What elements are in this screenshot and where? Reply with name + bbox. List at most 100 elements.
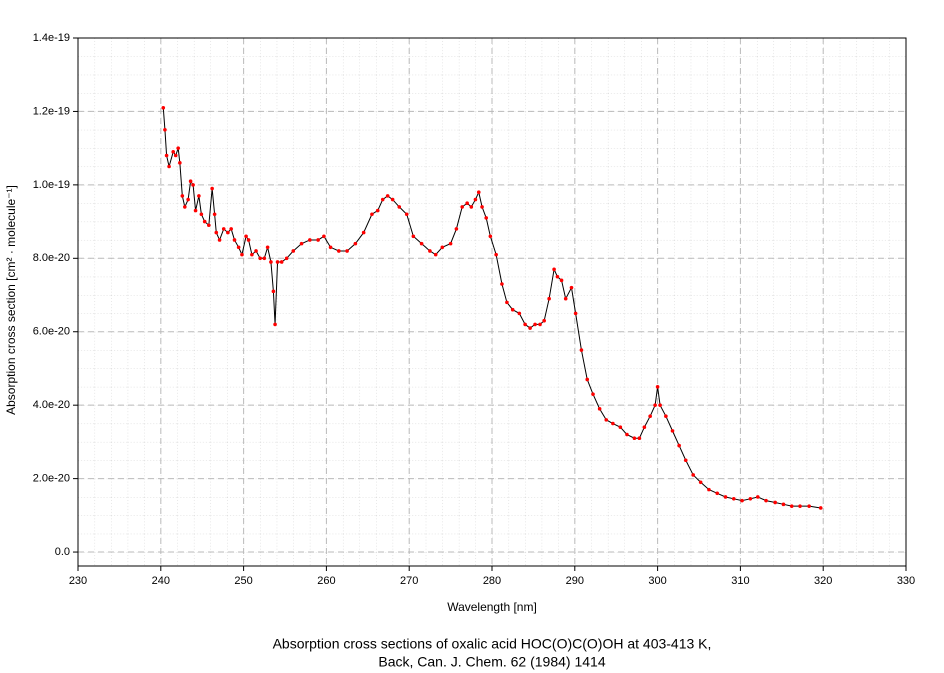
data-point [510, 307, 515, 312]
data-point [542, 318, 546, 323]
x-tick-label: 290 [566, 575, 584, 587]
data-point [229, 227, 233, 231]
data-point [723, 495, 728, 499]
data-point [284, 256, 289, 261]
data-point [632, 436, 637, 441]
data-point [316, 238, 320, 242]
data-point [465, 201, 469, 206]
data-point [385, 194, 390, 198]
data-point [163, 127, 167, 132]
chart-subtitle: Back, Can. J. Chem. 62 (1984) 1414 [378, 654, 605, 670]
data-point [789, 504, 794, 508]
data-point [404, 212, 409, 217]
x-tick-label: 310 [731, 575, 749, 587]
data-point [188, 179, 193, 183]
x-tick-label: 320 [814, 575, 832, 587]
data-point [197, 194, 201, 198]
y-axis-label: Absorption cross section [cm² · molecule… [4, 185, 18, 415]
data-point [573, 311, 578, 316]
data-point [167, 164, 171, 169]
data-point [164, 153, 169, 158]
data-point [604, 418, 609, 422]
data-point [221, 227, 226, 231]
data-point [473, 197, 478, 202]
data-point [212, 212, 217, 217]
data-point [380, 197, 385, 202]
data-point [469, 205, 474, 209]
data-point [658, 403, 662, 407]
data-point [226, 230, 230, 235]
data-point [715, 491, 720, 496]
x-tick-label: 240 [152, 575, 170, 587]
x-tick-label: 230 [69, 575, 87, 587]
data-point [433, 252, 438, 257]
data-point [161, 105, 166, 110]
x-axis-label: Wavelength [nm] [447, 600, 537, 614]
data-point [353, 241, 358, 246]
data-point [517, 311, 522, 316]
data-point [653, 403, 657, 407]
y-tick-label: 1.4e-19 [33, 32, 70, 44]
data-point [191, 183, 195, 187]
data-point [448, 241, 453, 246]
data-point [637, 436, 642, 441]
data-point [748, 497, 753, 501]
data-point [698, 480, 703, 485]
data-point [454, 227, 459, 231]
data-point [337, 249, 341, 253]
data-point [308, 238, 312, 242]
data-point [563, 296, 568, 301]
data-point [552, 267, 556, 272]
data-point [555, 274, 560, 279]
data-point [484, 216, 489, 220]
data-point [648, 414, 652, 418]
data-point [236, 245, 241, 250]
data-point [246, 238, 251, 242]
data-point [291, 249, 296, 253]
chart-title: Absorption cross sections of oxalic acid… [273, 636, 712, 652]
data-point [488, 234, 493, 239]
data-point [397, 205, 402, 209]
data-point [322, 234, 326, 239]
data-point [180, 194, 185, 198]
data-point [559, 278, 564, 283]
data-point [186, 197, 190, 202]
data-point [569, 285, 574, 290]
data-point [460, 205, 464, 209]
x-tick-label: 280 [483, 575, 501, 587]
data-point [691, 473, 696, 477]
data-point [271, 289, 276, 294]
data-point [269, 260, 273, 264]
data-point [579, 348, 584, 352]
data-point [370, 212, 374, 217]
data-point [345, 249, 349, 253]
y-tick-label: 0.0 [55, 546, 70, 558]
data-point [683, 458, 688, 463]
data-point [476, 190, 481, 195]
data-point [240, 252, 244, 257]
y-tick-label: 1.2e-19 [33, 105, 70, 117]
data-point [202, 219, 207, 224]
data-point [611, 421, 615, 426]
data-point [597, 407, 602, 411]
data-point [210, 186, 214, 191]
x-tick-label: 250 [234, 575, 252, 587]
data-point [677, 443, 681, 448]
data-point [533, 322, 537, 327]
data-point [265, 245, 270, 250]
data-point [625, 432, 629, 437]
data-point [232, 238, 237, 242]
data-point [375, 208, 380, 213]
y-tick-label: 1.0e-19 [33, 179, 70, 191]
data-point [618, 425, 623, 430]
data-point [273, 322, 277, 327]
data-point [764, 498, 768, 503]
y-tick-label: 2.0e-20 [33, 473, 70, 485]
data-point [214, 230, 219, 235]
data-point [207, 223, 211, 228]
data-point [390, 197, 395, 202]
data-point [250, 252, 254, 257]
data-point [244, 234, 248, 239]
x-tick-label: 270 [400, 575, 418, 587]
data-point [299, 241, 304, 246]
